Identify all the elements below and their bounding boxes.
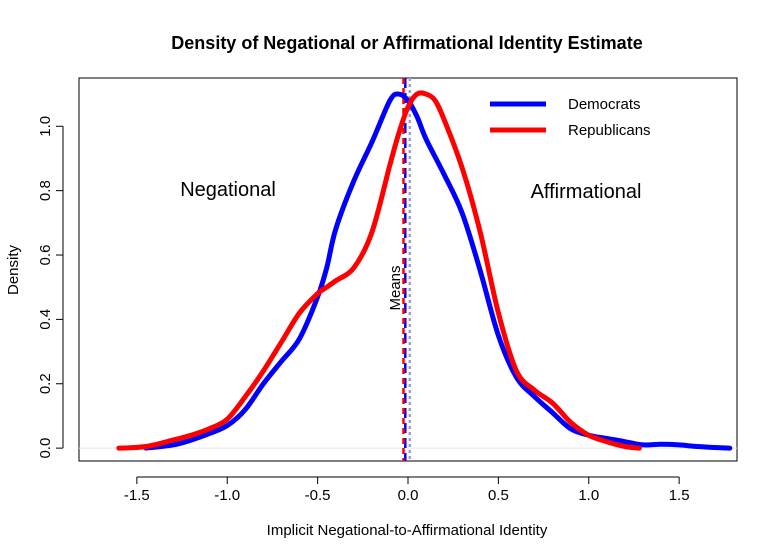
negational-annotation: Negational (180, 179, 276, 201)
y-tick-label: 0.6 (37, 245, 54, 266)
legend: Democrats Republicans (490, 96, 651, 139)
x-tick-label: 0.0 (398, 487, 419, 504)
y-axis: 0.0 0.2 0.4 0.6 0.8 1.0 (37, 116, 64, 459)
y-tick-label: 1.0 (37, 116, 54, 137)
means-annotation: Means (387, 265, 404, 310)
chart-title: Density of Negational or Affirmational I… (171, 33, 642, 53)
affirmational-annotation: Affirmational (531, 181, 642, 203)
x-tick-label: -1.5 (124, 487, 150, 504)
series-line-democrats (143, 91, 733, 451)
series-layer (116, 90, 733, 451)
legend-label-democrats: Democrats (568, 96, 641, 113)
x-tick-label: 1.0 (578, 487, 599, 504)
x-tick-label: 0.5 (488, 487, 509, 504)
x-tick-label: -1.0 (214, 487, 240, 504)
y-tick-label: 0.4 (37, 309, 54, 330)
x-axis-label: Implicit Negational-to-Affirmational Ide… (267, 522, 548, 539)
x-tick-label: 1.5 (669, 487, 690, 504)
legend-label-republicans: Republicans (568, 122, 651, 139)
plot-frame (78, 77, 738, 462)
series-line-republicans (116, 90, 642, 451)
y-tick-label: 0.8 (37, 180, 54, 201)
x-axis: -1.5 -1.0 -0.5 0.0 0.5 1.0 1.5 (124, 476, 690, 504)
x-tick-label: -0.5 (305, 487, 331, 504)
y-tick-label: 0.2 (37, 373, 54, 394)
y-axis-label: Density (5, 244, 22, 295)
y-tick-label: 0.0 (37, 438, 54, 459)
mean-lines (402, 78, 412, 461)
